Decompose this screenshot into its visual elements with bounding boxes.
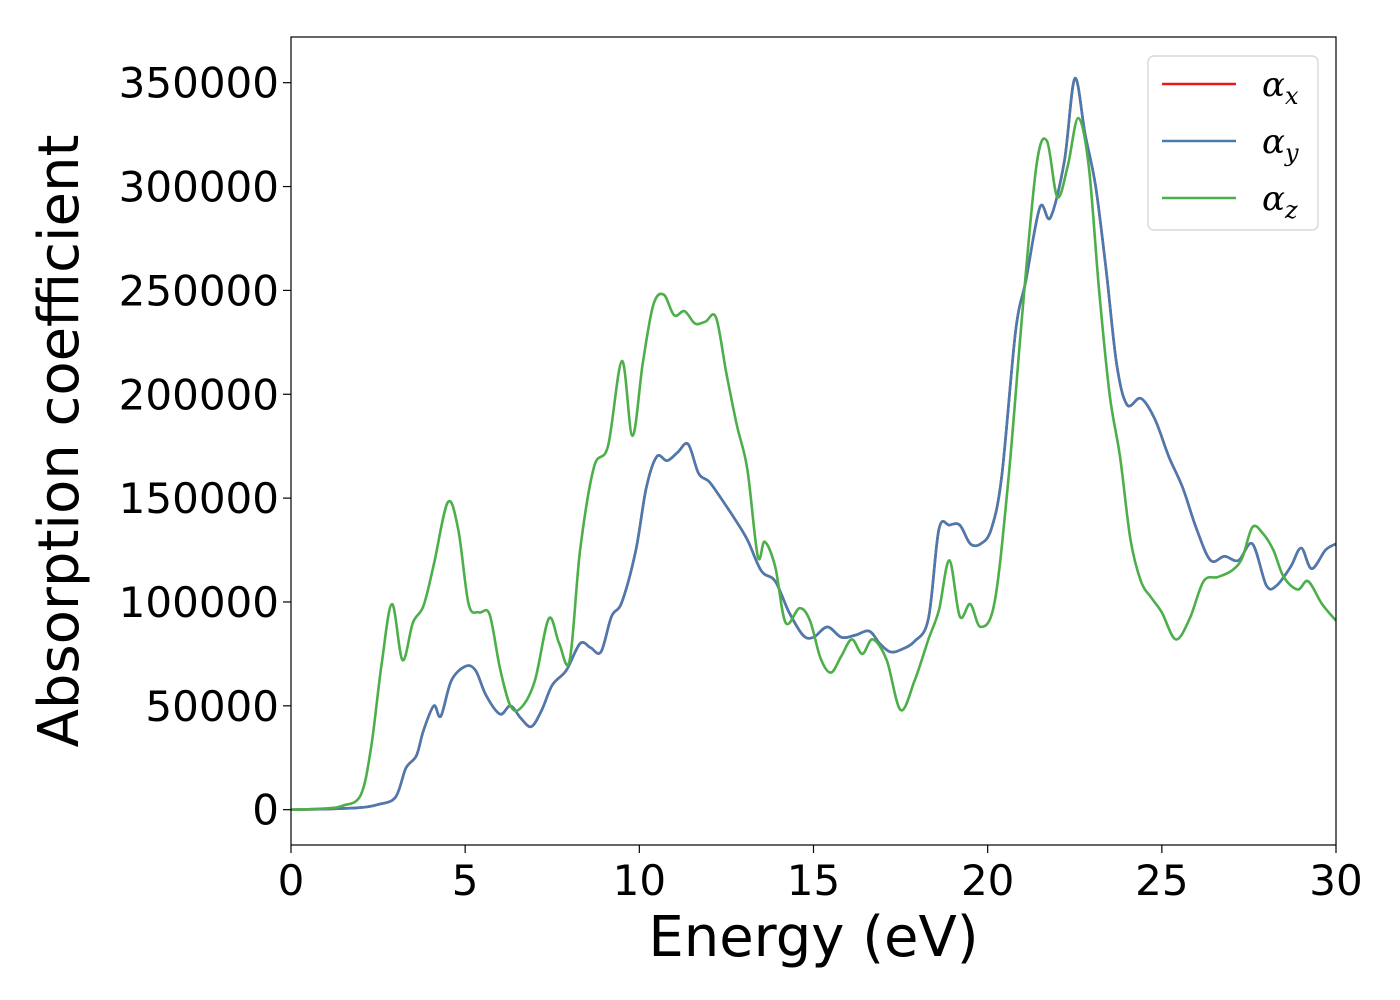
y-tick-label: 100000: [119, 578, 279, 627]
y-tick-label: 250000: [119, 266, 279, 315]
legend-subscript: z: [1284, 196, 1298, 224]
legend-subscript: x: [1285, 82, 1299, 110]
series-line-y: [291, 77, 1336, 811]
y-axis: 0 50000 100000 150000 200000 250000 300000 3500…: [119, 59, 291, 835]
x-axis-title: Energy (eV): [648, 905, 978, 970]
legend-box: [1147, 55, 1319, 231]
x-tick-label: 30: [1309, 856, 1362, 905]
y-axis-title: Absorption coefficient: [27, 135, 92, 748]
x-tick-label: 25: [1135, 856, 1188, 905]
x-axis: 0 5 10 15 20 25 30: [278, 845, 1363, 905]
series-line-z: [291, 116, 1336, 811]
x-tick-label: 10: [613, 856, 666, 905]
y-tick-label: 300000: [119, 163, 279, 212]
y-tick-label: 50000: [145, 682, 279, 731]
y-tick-label: 200000: [119, 370, 279, 419]
x-tick-label: 15: [787, 856, 840, 905]
legend-subscript: y: [1284, 139, 1299, 167]
y-tick-label: 350000: [119, 59, 279, 108]
x-tick-label: 0: [278, 856, 305, 905]
series-layer: [291, 77, 1336, 811]
y-tick-label: 150000: [119, 474, 279, 523]
y-tick-label: 0: [252, 786, 279, 835]
x-tick-label: 20: [961, 856, 1014, 905]
x-tick-label: 5: [452, 856, 479, 905]
